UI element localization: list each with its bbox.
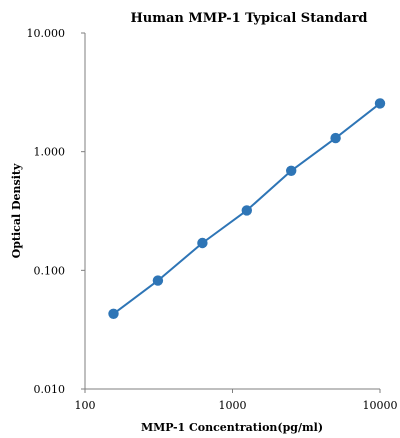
x-axis-label: MMP-1 Concentration(pg/ml) <box>141 421 323 434</box>
x-tick-label: 100 <box>75 399 96 412</box>
x-axis-ticks: 100 1000 10000 <box>75 389 398 412</box>
x-tick-label: 10000 <box>363 399 398 412</box>
plot-area <box>108 98 386 319</box>
data-point <box>241 205 252 216</box>
data-point <box>152 275 164 286</box>
y-axis: 0.010 0.100 1.000 10.000 <box>27 27 86 396</box>
data-point <box>330 132 341 144</box>
x-axis: 100 1000 10000 <box>75 388 398 412</box>
chart-title: Human MMP-1 Typical Standard <box>130 11 367 26</box>
y-axis-label: Optical Density <box>10 163 23 258</box>
x-tick-label: 1000 <box>219 399 247 412</box>
y-tick-label: 0.100 <box>34 264 66 277</box>
data-point <box>197 237 208 249</box>
data-point <box>108 308 119 319</box>
y-axis-ticks: 0.010 0.100 1.000 10.000 <box>27 27 85 396</box>
data-point <box>374 98 386 109</box>
y-tick-label: 10.000 <box>27 27 66 40</box>
y-tick-label: 1.000 <box>34 146 66 159</box>
data-point <box>286 165 297 176</box>
data-points <box>108 98 386 319</box>
y-tick-label: 0.010 <box>34 383 66 396</box>
